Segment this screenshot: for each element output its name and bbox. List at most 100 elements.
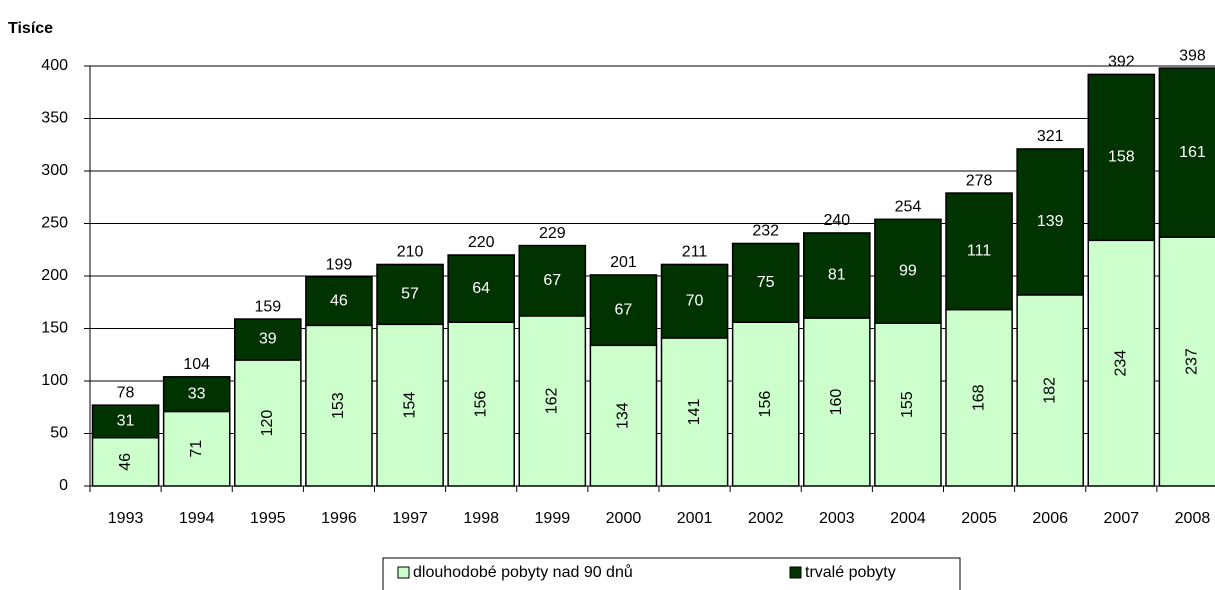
data-label: 64 — [472, 280, 490, 297]
total-label: 220 — [468, 234, 495, 251]
data-label: 71 — [188, 440, 205, 458]
x-tick-label: 1997 — [392, 510, 428, 527]
x-tick-label: 2006 — [1032, 510, 1068, 527]
x-tick-label: 2002 — [748, 510, 784, 527]
x-tick-label: 2005 — [961, 510, 997, 527]
bar-segment — [589, 274, 658, 347]
data-label: 134 — [615, 402, 632, 429]
data-label: 99 — [899, 262, 917, 279]
data-label: 158 — [1108, 149, 1135, 166]
bar-segment — [91, 404, 160, 439]
x-tick-label: 2008 — [1175, 510, 1211, 527]
bar-segment — [162, 376, 231, 413]
data-label: 168 — [970, 384, 987, 411]
data-label: 120 — [259, 410, 276, 437]
data-label: 70 — [686, 292, 704, 309]
total-label: 229 — [539, 225, 566, 242]
x-tick-label: 1994 — [179, 510, 215, 527]
y-tick-label: 150 — [41, 320, 68, 337]
y-tick-label: 250 — [41, 215, 68, 232]
bar-segment — [660, 263, 729, 339]
bar-segment — [447, 321, 515, 487]
data-label: 33 — [188, 385, 206, 402]
legend — [382, 557, 961, 590]
y-tick-label: 400 — [41, 57, 68, 74]
y-tick-label: 200 — [41, 267, 68, 284]
total-label: 398 — [1179, 47, 1206, 64]
x-tick-label: 1999 — [535, 510, 571, 527]
legend-label: trvalé pobyty — [805, 564, 896, 581]
x-tick-label: 2007 — [1104, 510, 1140, 527]
y-tick-label: 0 — [59, 477, 68, 494]
x-tick-label: 1996 — [321, 510, 357, 527]
x-tick-label: 2003 — [819, 510, 855, 527]
data-label: 182 — [1041, 377, 1058, 404]
total-label: 159 — [254, 298, 281, 315]
total-label: 392 — [1108, 54, 1135, 71]
data-label: 155 — [899, 391, 916, 418]
bar-segment — [234, 359, 302, 487]
data-label: 154 — [401, 392, 418, 419]
total-label: 240 — [823, 212, 850, 229]
bar-segment — [447, 254, 515, 323]
data-label: 67 — [615, 301, 633, 318]
bar-segment — [1158, 236, 1215, 487]
total-label: 210 — [397, 244, 424, 261]
bar-segment — [518, 315, 587, 487]
data-label: 46 — [330, 292, 348, 309]
legend-swatch — [789, 566, 802, 579]
bar-segment — [803, 317, 871, 487]
y-axis-label: Tisíce — [8, 20, 53, 37]
bar-segment — [803, 232, 871, 319]
data-label: 156 — [757, 391, 774, 418]
data-label: 67 — [543, 272, 561, 289]
bar-segment — [305, 324, 373, 487]
legend-label: dlouhodobé pobyty nad 90 dnů — [413, 563, 633, 581]
data-label: 39 — [259, 331, 277, 348]
bar-segment — [1087, 239, 1156, 487]
total-label: 254 — [895, 199, 922, 216]
data-label: 234 — [1113, 350, 1130, 377]
data-label: 31 — [117, 413, 135, 430]
bar-segment — [376, 323, 444, 487]
data-label: 139 — [1037, 213, 1064, 230]
y-tick-label: 300 — [41, 162, 68, 179]
bar-segment — [162, 410, 231, 487]
total-label: 199 — [326, 256, 353, 273]
x-tick-label: 1998 — [463, 510, 499, 527]
bar-segment — [376, 263, 444, 326]
bar-segment — [945, 192, 1013, 311]
x-tick-label: 2001 — [677, 510, 713, 527]
total-label: 278 — [966, 172, 993, 189]
data-label: 57 — [401, 286, 419, 303]
x-tick-label: 2000 — [606, 510, 642, 527]
data-label: 156 — [472, 391, 489, 418]
data-label: 75 — [757, 274, 775, 291]
bar-segment — [731, 242, 800, 323]
bar-segment — [731, 321, 800, 487]
bar-segment — [1158, 67, 1215, 238]
total-label: 321 — [1037, 128, 1064, 145]
y-tick-label: 50 — [50, 425, 68, 442]
data-label: 153 — [330, 392, 347, 419]
data-label: 46 — [117, 453, 134, 471]
bar-segment — [305, 276, 373, 327]
x-tick-label: 1995 — [250, 510, 286, 527]
data-label: 81 — [828, 267, 846, 284]
y-tick-label: 350 — [41, 110, 68, 127]
total-label: 104 — [183, 356, 210, 373]
bar-segment — [234, 318, 302, 361]
x-tick-label: 2004 — [890, 510, 926, 527]
total-label: 201 — [610, 254, 637, 271]
total-label: 232 — [752, 223, 779, 240]
bar-segment — [1016, 294, 1084, 487]
legend-swatch — [397, 566, 410, 579]
bar-segment — [874, 218, 942, 324]
x-tick-label: 1993 — [108, 510, 144, 527]
data-label: 161 — [1179, 144, 1206, 161]
total-label: 211 — [682, 244, 708, 261]
data-label: 162 — [544, 388, 561, 415]
data-label: 160 — [828, 389, 845, 416]
data-label: 237 — [1184, 348, 1201, 375]
